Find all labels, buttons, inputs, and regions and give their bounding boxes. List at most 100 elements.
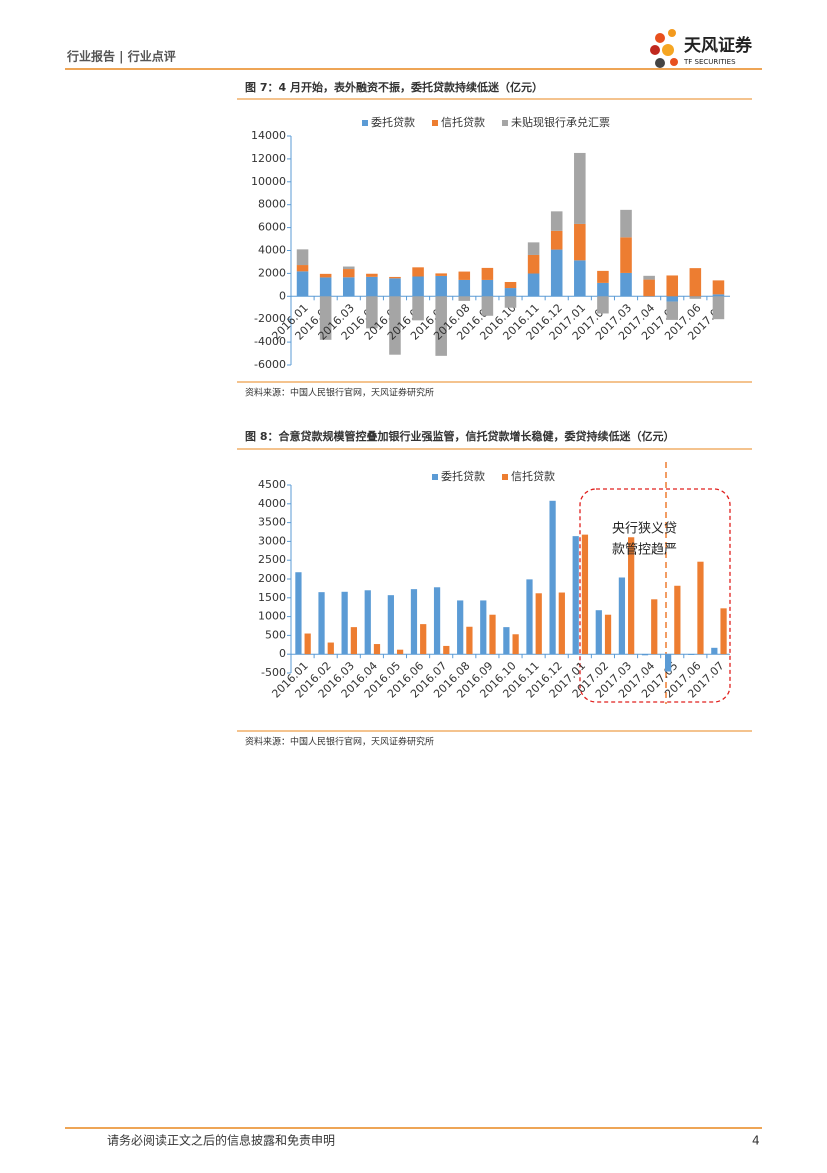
bar-segment: [505, 282, 517, 288]
bar-segment: [435, 276, 447, 296]
bar-segment: [643, 280, 655, 297]
y-tick-label: 14000: [251, 129, 286, 142]
bar: [388, 595, 394, 654]
bar: [480, 600, 486, 654]
bar-segment: [528, 255, 540, 274]
figure-caption: 图 7：4 月开始，表外融资不振，委托贷款持续低迷（亿元）: [245, 80, 543, 94]
bar-segment: [412, 296, 424, 320]
legend-swatch: [502, 474, 508, 480]
legend-label: 信托贷款: [511, 469, 555, 483]
bar-segment: [528, 274, 540, 297]
source-note: 资料来源：中国人民银行官网，天风证券研究所: [245, 736, 434, 748]
annotation: 央行狭义贷: [612, 522, 677, 537]
bar-segment: [574, 260, 586, 296]
bar-segment: [505, 288, 517, 296]
bar: [318, 592, 324, 654]
legend-swatch: [502, 120, 508, 126]
bar-segment: [343, 277, 355, 296]
y-tick-label: 2500: [258, 553, 286, 566]
bar: [374, 644, 380, 654]
y-tick-label: 12000: [251, 152, 286, 165]
bar: [397, 650, 403, 655]
bar-segment: [297, 271, 309, 296]
bar: [697, 562, 703, 654]
bar: [665, 654, 671, 671]
bar: [365, 590, 371, 654]
y-tick-label: 1500: [258, 591, 286, 604]
bar-segment: [620, 273, 632, 296]
y-tick-label: 4000: [258, 244, 286, 257]
bar-segment: [482, 268, 494, 280]
bar: [674, 586, 680, 654]
bar: [688, 654, 694, 655]
bar: [443, 646, 449, 654]
bar-segment: [551, 250, 563, 297]
bar-segment: [435, 273, 447, 276]
bar-segment: [713, 280, 725, 294]
bar: [411, 589, 417, 654]
bar: [513, 634, 519, 654]
bar-segment: [389, 277, 401, 278]
bar-segment: [320, 274, 332, 278]
bar: [582, 535, 588, 655]
bar-segment: [666, 275, 678, 296]
bar: [642, 654, 648, 655]
y-tick-label: -6000: [254, 358, 286, 371]
y-tick-label: 10000: [251, 175, 286, 188]
logo: [650, 29, 678, 68]
bar-segment: [389, 278, 401, 296]
bar: [466, 627, 472, 654]
y-tick-label: 500: [265, 628, 286, 641]
bar-segment: [412, 267, 424, 276]
bar: [420, 624, 426, 654]
bar-segment: [713, 296, 725, 319]
bar: [711, 648, 717, 654]
bar-segment: [297, 249, 309, 265]
bar-segment: [666, 296, 678, 301]
bar-segment: [459, 280, 471, 296]
figure-caption: 图 8：合意贷款规模管控叠加银行业强监管，信托贷款增长稳健，委贷持续低迷（亿元）: [245, 429, 674, 443]
y-tick-label: -500: [261, 666, 286, 679]
page-number: 4: [752, 1134, 760, 1148]
bar-segment: [482, 296, 494, 315]
bar-segment: [574, 153, 586, 224]
bar-segment: [597, 296, 609, 313]
y-tick-label: 2000: [258, 266, 286, 279]
y-tick-label: 4000: [258, 497, 286, 510]
bar-segment: [551, 231, 563, 250]
y-tick-label: 3000: [258, 534, 286, 547]
bar-segment: [528, 242, 540, 255]
bar-segment: [343, 267, 355, 270]
source-note: 资料来源：中国人民银行官网，天风证券研究所: [245, 387, 434, 399]
bar-segment: [713, 294, 725, 296]
bar: [651, 599, 657, 654]
bar: [549, 501, 555, 654]
bar-segment: [482, 280, 494, 296]
bar-segment: [690, 268, 702, 296]
y-tick-label: 3500: [258, 516, 286, 529]
bar: [342, 592, 348, 654]
bar-segment: [620, 210, 632, 237]
bar: [351, 627, 357, 654]
bar: [559, 593, 565, 655]
legend-label: 未贴现银行承兑汇票: [511, 115, 610, 129]
bar: [305, 634, 311, 655]
bar-segment: [366, 277, 378, 296]
bar-segment: [597, 283, 609, 296]
bar-segment: [343, 269, 355, 277]
bar-segment: [666, 302, 678, 320]
bar-segment: [320, 277, 332, 296]
y-tick-label: 4500: [258, 478, 286, 491]
y-tick-label: 0: [279, 289, 286, 302]
bar-segment: [643, 276, 655, 280]
legend-swatch: [362, 120, 368, 126]
annotation: 款管控趋严: [612, 543, 677, 558]
bar: [503, 627, 509, 654]
bar: [328, 643, 334, 655]
legend-label: 委托贷款: [371, 115, 415, 129]
legend-label: 委托贷款: [441, 469, 485, 483]
bar-segment: [412, 276, 424, 296]
bar: [596, 610, 602, 654]
